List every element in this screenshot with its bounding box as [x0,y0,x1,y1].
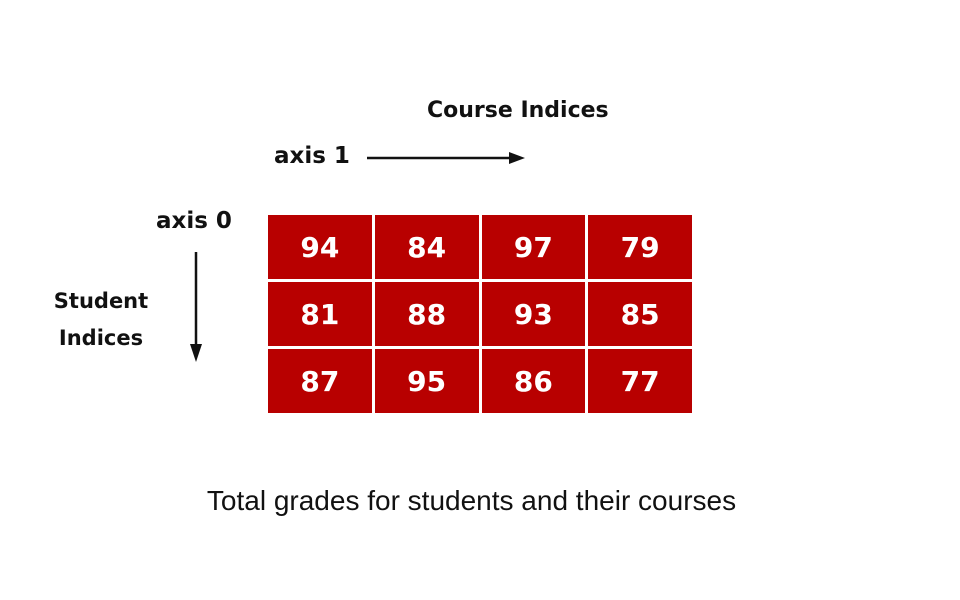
grade-cell: 94 [268,215,372,279]
grade-cell: 88 [374,282,479,346]
grade-cell: 79 [588,215,692,279]
axis-0-arrow-icon [190,252,202,362]
axis-1-arrow-icon [367,152,525,164]
figure-caption: Total grades for students and their cour… [206,485,737,516]
student-indices-title-line-2: Indices [58,326,144,350]
student-indices-title-line-1: Student [53,289,149,313]
grades-grid: 94 84 97 79 81 88 93 85 87 95 86 77 [268,215,692,413]
axis-1-label: axis 1 [274,143,350,169]
grade-cell: 77 [588,349,692,413]
student-indices-title: Student Indices [40,283,162,357]
course-indices-title: Course Indices [427,98,609,123]
grade-cell: 85 [588,282,692,346]
grade-cell: 86 [481,349,586,413]
grade-cell: 84 [374,215,479,279]
axis-0-label: axis 0 [156,208,232,234]
grade-cell: 87 [268,349,372,413]
grade-cell: 95 [374,349,479,413]
grade-cell: 97 [481,215,586,279]
grade-cell: 81 [268,282,372,346]
grade-cell: 93 [481,282,586,346]
